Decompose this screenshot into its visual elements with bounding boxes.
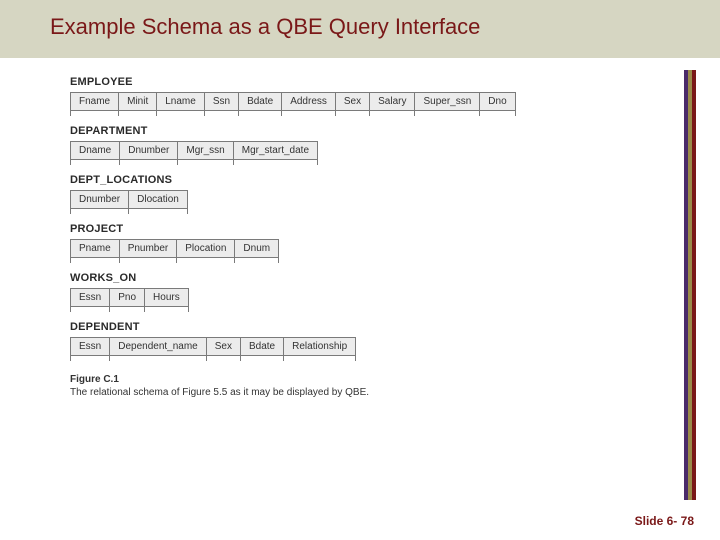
column-cell: Ssn: [204, 92, 238, 111]
column-cell: Address: [281, 92, 335, 111]
schema-name: EMPLOYEE: [70, 76, 720, 88]
schema-name: DEPARTMENT: [70, 125, 720, 137]
schema-name: DEPT_LOCATIONS: [70, 174, 720, 186]
schema-project: PROJECT Pname Pnumber Plocation Dnum: [70, 223, 720, 258]
column-cell: Mgr_ssn: [177, 141, 232, 160]
column-cell: Dname: [70, 141, 119, 160]
schema-name: PROJECT: [70, 223, 720, 235]
slide-title: Example Schema as a QBE Query Interface: [50, 14, 692, 40]
column-cell: Bdate: [238, 92, 281, 111]
column-cell: Essn: [70, 288, 109, 307]
column-cell: Dno: [479, 92, 515, 111]
schema-row: Essn Pno Hours: [70, 288, 720, 307]
figure-caption: Figure C.1 The relational schema of Figu…: [70, 374, 720, 398]
column-cell: Bdate: [240, 337, 283, 356]
column-cell: Pno: [109, 288, 144, 307]
column-cell: Dnumber: [70, 190, 128, 209]
column-cell: Salary: [369, 92, 414, 111]
column-cell: Lname: [156, 92, 204, 111]
column-cell: Dnum: [234, 239, 279, 258]
schema-name: DEPENDENT: [70, 321, 720, 333]
schema-row: Dnumber Dlocation: [70, 190, 720, 209]
schema-department: DEPARTMENT Dname Dnumber Mgr_ssn Mgr_sta…: [70, 125, 720, 160]
column-cell: Super_ssn: [414, 92, 479, 111]
schema-row: Pname Pnumber Plocation Dnum: [70, 239, 720, 258]
column-cell: Hours: [144, 288, 189, 307]
schema-row: Essn Dependent_name Sex Bdate Relationsh…: [70, 337, 720, 356]
slide-number: Slide 6- 78: [635, 514, 694, 528]
column-cell: Relationship: [283, 337, 356, 356]
column-cell: Pnumber: [119, 239, 177, 258]
column-cell: Pname: [70, 239, 119, 258]
column-cell: Fname: [70, 92, 118, 111]
title-bar: Example Schema as a QBE Query Interface: [0, 0, 720, 58]
schema-employee: EMPLOYEE Fname Minit Lname Ssn Bdate Add…: [70, 76, 720, 111]
column-cell: Dependent_name: [109, 337, 206, 356]
column-cell: Dnumber: [119, 141, 177, 160]
column-cell: Mgr_start_date: [233, 141, 318, 160]
column-cell: Plocation: [176, 239, 234, 258]
column-cell: Sex: [335, 92, 369, 111]
schema-row: Fname Minit Lname Ssn Bdate Address Sex …: [70, 92, 720, 111]
figure-text: The relational schema of Figure 5.5 as i…: [70, 387, 369, 398]
column-cell: Minit: [118, 92, 156, 111]
column-cell: Essn: [70, 337, 109, 356]
schema-dept-locations: DEPT_LOCATIONS Dnumber Dlocation: [70, 174, 720, 209]
slide-content: EMPLOYEE Fname Minit Lname Ssn Bdate Add…: [0, 58, 720, 478]
schema-row: Dname Dnumber Mgr_ssn Mgr_start_date: [70, 141, 720, 160]
schema-works-on: WORKS_ON Essn Pno Hours: [70, 272, 720, 307]
schema-dependent: DEPENDENT Essn Dependent_name Sex Bdate …: [70, 321, 720, 356]
column-cell: Dlocation: [128, 190, 188, 209]
figure-label: Figure C.1: [70, 374, 720, 385]
column-cell: Sex: [206, 337, 240, 356]
schema-name: WORKS_ON: [70, 272, 720, 284]
